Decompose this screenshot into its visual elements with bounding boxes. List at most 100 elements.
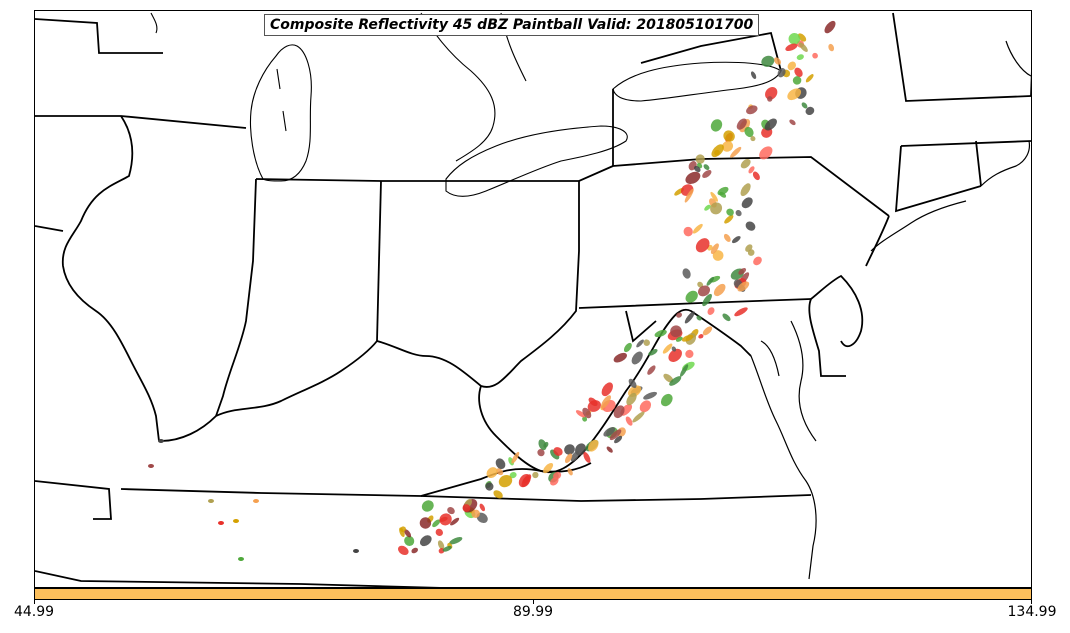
paintball-blob <box>740 183 751 197</box>
paintball-blob <box>601 382 613 397</box>
paintball-blob <box>710 202 723 215</box>
colorbar-tick <box>1031 600 1032 604</box>
paintball-blob <box>731 236 741 244</box>
paintball-blob <box>710 119 723 132</box>
paintball-blob <box>792 76 802 85</box>
paintball-blob <box>697 281 704 288</box>
lake-erie-outline <box>445 125 628 197</box>
paintball-blob <box>695 238 710 253</box>
paintball-blob <box>564 444 575 455</box>
paintball-blob <box>439 516 448 522</box>
paintball-blob <box>498 474 513 488</box>
paintball-blob <box>208 499 214 503</box>
paintball-blob <box>764 118 777 131</box>
colorbar-tick-label-max: 134.99 <box>1007 604 1057 620</box>
paintball-blob <box>495 458 506 470</box>
paintball-blob <box>685 349 694 358</box>
paintball-blob <box>353 549 359 553</box>
paintball-blob <box>486 467 498 479</box>
paintball-blob <box>695 154 705 164</box>
paintball-blob <box>696 315 702 321</box>
paintball-blob <box>626 392 637 406</box>
paintball-blob <box>801 102 808 109</box>
paintball-blob <box>660 393 673 407</box>
paintball-blob <box>745 244 753 252</box>
paintball-blob <box>702 326 713 336</box>
paintball-blob <box>471 509 480 518</box>
paintball-blob <box>398 545 409 556</box>
paintball-blob <box>600 395 611 409</box>
paintball-blob <box>797 33 807 42</box>
paintball-blob <box>421 500 434 512</box>
paintball-blob <box>702 293 712 307</box>
paintball-blob <box>740 158 751 169</box>
colorbar <box>34 588 1032 600</box>
colorbar-tick <box>34 600 35 604</box>
paintball-blob <box>442 545 452 552</box>
paintball-blob <box>787 88 802 101</box>
paintball-blob <box>668 348 682 363</box>
paintball-blob <box>765 86 778 100</box>
paintball-blob <box>623 342 632 353</box>
paintball-blob <box>583 451 591 463</box>
paintball-blob <box>631 351 643 365</box>
paintball-blob <box>805 74 814 83</box>
paintball-blob <box>564 453 573 464</box>
paintball-blob <box>509 471 517 479</box>
paintball-blob <box>233 519 239 523</box>
lake-huron-outline <box>420 12 496 162</box>
paintball-blob <box>712 250 724 261</box>
paintball-blob <box>750 136 756 142</box>
paintball-blob <box>669 376 682 386</box>
paintball-blob <box>777 68 786 78</box>
paintball-blob <box>697 285 711 297</box>
paintball-blob <box>447 507 455 515</box>
paintball-blob <box>812 52 818 59</box>
paintball-blob <box>496 468 504 476</box>
paintball-blob <box>703 164 710 170</box>
paintball-blob <box>710 243 719 255</box>
state-boundaries <box>35 12 1031 587</box>
paintball-blob <box>828 43 835 52</box>
paintball-blob <box>663 373 674 383</box>
paintball-blob <box>654 329 667 338</box>
map-frame <box>34 10 1032 588</box>
paintball-blob <box>449 537 463 545</box>
lake-ontario-outline <box>612 61 782 102</box>
paintball-blob <box>632 411 645 423</box>
paintball-blob <box>736 118 747 130</box>
lake-shorelines <box>150 12 782 197</box>
paintball-blob <box>805 106 815 116</box>
paintball-blob <box>570 451 580 462</box>
paintball-blob <box>218 521 224 525</box>
paintball-blob <box>702 170 712 178</box>
paintball-blob <box>761 55 775 67</box>
paintball-blob <box>706 276 715 286</box>
paintball-blob <box>723 130 735 142</box>
paintball-blob <box>511 451 520 464</box>
paintball-blob <box>613 405 625 419</box>
paintball-blob <box>694 165 701 173</box>
paintball-blob <box>746 105 758 115</box>
map-title: Composite Reflectivity 45 dBZ Paintball … <box>264 14 760 36</box>
paintball-blob <box>750 71 757 79</box>
paintball-blob <box>788 32 801 45</box>
paintball-blob <box>575 410 586 418</box>
paintball-blob <box>609 429 622 441</box>
paintball-blob <box>748 166 755 174</box>
paintball-blob <box>682 268 691 279</box>
paintball-blob <box>606 446 613 453</box>
paintball-blob <box>537 449 545 457</box>
paintball-blob <box>707 307 715 315</box>
paintball-blob <box>796 54 804 60</box>
paintball-blob <box>798 42 808 52</box>
colorbar-tick-label-mid: 89.99 <box>512 604 554 620</box>
paintball-blob <box>744 126 754 138</box>
paintball-blob <box>745 221 756 231</box>
paintball-blob <box>787 61 797 71</box>
paintball-blob <box>636 339 644 348</box>
paintball-blob <box>543 462 554 474</box>
paintball-blob <box>692 223 703 234</box>
paintball-blob <box>794 67 803 78</box>
paintball-blob <box>752 171 760 181</box>
